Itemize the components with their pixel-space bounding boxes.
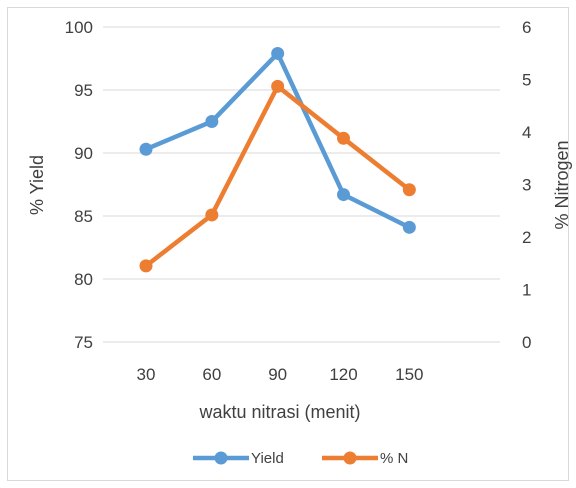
y-tick-label: 90 [74,144,93,163]
y2-tick-label: 0 [522,333,531,352]
y2-tick-label: 3 [522,176,531,195]
legend-label: % N [380,450,408,467]
legend-marker [214,451,228,465]
series-0 [139,46,416,234]
legend-item: % N [322,450,408,467]
y-axis-title: % Yield [27,155,47,215]
y2-tick-label: 2 [522,228,531,247]
chart-frame [7,7,569,481]
y-tick-label: 100 [65,18,93,37]
y-tick-label: 95 [74,81,93,100]
x-tick-label: 120 [329,365,357,384]
data-point [205,115,219,128]
series-layer [139,46,416,273]
y2-tick-label: 4 [522,123,531,142]
x-axis-ticks: 30 60 90 120 150 [137,365,424,384]
legend: Yield % N [193,450,408,467]
data-point [271,79,285,93]
data-point [402,220,416,234]
data-point [337,131,351,145]
data-point [402,183,416,197]
x-tick-label: 90 [268,365,287,384]
gridlines [103,26,500,343]
x-tick-label: 30 [137,365,156,384]
left-axis-ticks: 75 80 85 90 95 100 [65,18,93,352]
data-point [205,208,219,222]
y-tick-label: 80 [74,270,93,289]
legend-label: Yield [251,450,284,467]
x-tick-label: 150 [395,365,423,384]
data-point [271,46,285,60]
data-point [139,142,153,156]
series-1 [139,79,416,273]
legend-marker [343,451,357,465]
x-axis-title: waktu nitrasi (menit) [198,402,360,422]
y2-tick-label: 5 [522,71,531,90]
y2-tick-label: 6 [522,18,531,37]
y2-tick-label: 1 [522,281,531,300]
y-tick-label: 75 [74,333,93,352]
legend-item: Yield [193,450,284,467]
right-axis-ticks: 0 1 2 3 4 5 6 [522,18,531,352]
data-point [139,259,153,273]
x-tick-label: 60 [202,365,221,384]
y2-axis-title: % Nitrogen [552,140,572,229]
y-tick-label: 85 [74,207,93,226]
data-point [337,188,351,202]
